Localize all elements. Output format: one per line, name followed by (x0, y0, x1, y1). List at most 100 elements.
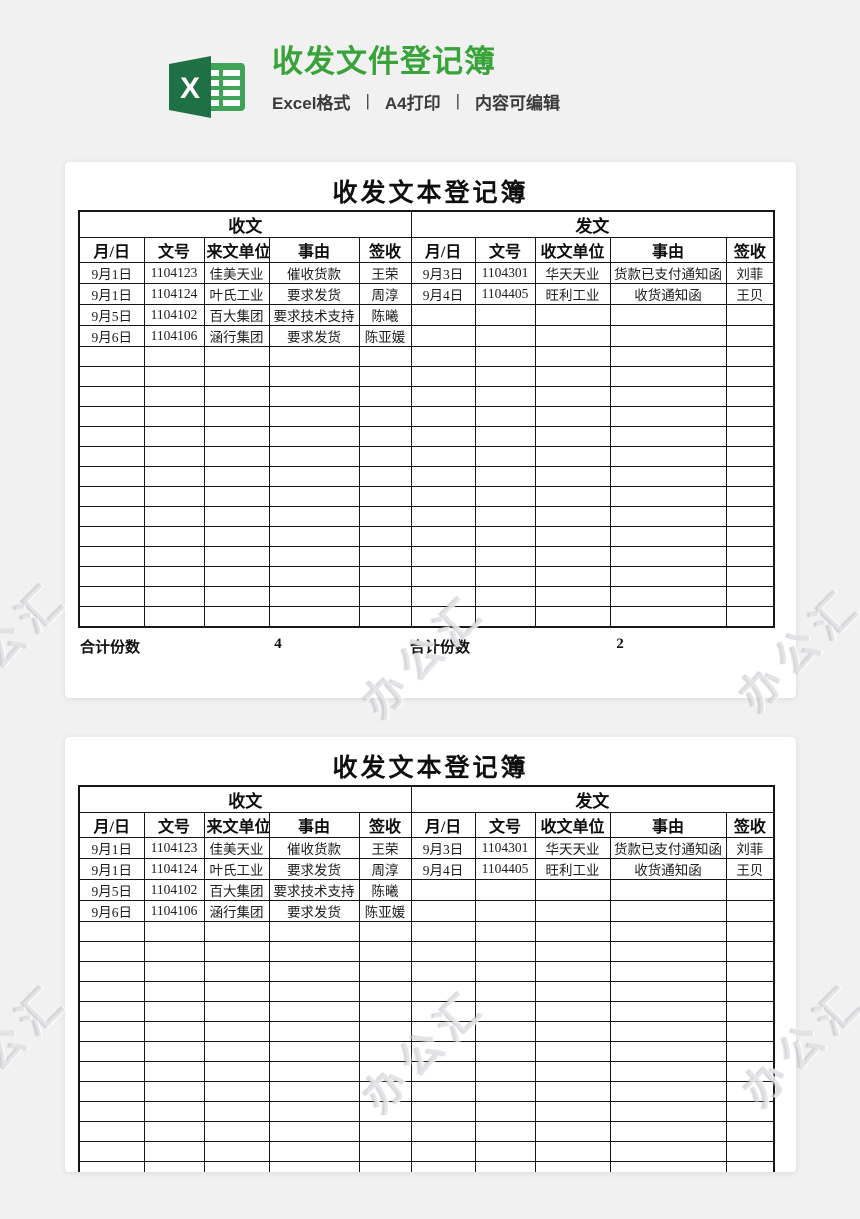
table-cell (78, 366, 145, 387)
table-cell (268, 1081, 360, 1102)
table-cell (474, 1041, 536, 1062)
table-cell (474, 981, 536, 1002)
table-cell (474, 1101, 536, 1122)
table-cell (358, 1001, 412, 1022)
table-cell: 要求技术支持 (268, 304, 360, 326)
table-cell (78, 1081, 145, 1102)
table-cell (78, 1141, 145, 1162)
table-cell (203, 446, 270, 467)
table-cell (725, 900, 775, 922)
table-cell: 9月5日 (78, 304, 145, 326)
table-cell (534, 1061, 611, 1082)
table-cell (203, 426, 270, 447)
sheet-title: 收发文本登记簿 (332, 180, 529, 207)
table-cell (474, 325, 536, 347)
table-cell: 催收货款 (268, 837, 360, 859)
col-header: 事由 (609, 237, 727, 263)
table-cell (609, 304, 727, 326)
col-header: 文号 (143, 237, 205, 263)
table-cell (358, 981, 412, 1002)
table-cell: 9月4日 (410, 283, 476, 305)
table-cell (410, 879, 476, 901)
table-row: 9月5日 1104102 百大集团 要求技术支持 陈曦 (78, 879, 775, 901)
table-cell (725, 546, 775, 567)
table-row (78, 546, 775, 567)
table-cell (203, 406, 270, 427)
table-row: 9月1日 1104123 佳美天业 催收货款 王荣 9月3日 1104301 华天天业 货款已支… (78, 262, 775, 284)
table-cell (143, 1081, 205, 1102)
table-cell (268, 1041, 360, 1062)
total-value-received: 4 (274, 636, 282, 652)
table-cell (534, 366, 611, 387)
table-cell (410, 446, 476, 467)
table-cell (725, 406, 775, 427)
total-value-sent: 2 (616, 636, 624, 652)
table-cell (609, 386, 727, 407)
table-cell (78, 941, 145, 962)
table-cell (78, 606, 145, 628)
preview-card-2: 收发文本登记簿 收文 发文 月/日 文号 来文单位 事由 签收 月/日 文号 (65, 737, 796, 1172)
table-cell (474, 1161, 536, 1172)
col-header: 来文单位 (203, 812, 270, 838)
table-cell (268, 1141, 360, 1162)
table-cell: 王贝 (725, 283, 775, 305)
table-row (78, 981, 775, 1002)
table-cell (609, 961, 727, 982)
table-cell (268, 961, 360, 982)
table-cell (268, 941, 360, 962)
table-cell (725, 1161, 775, 1172)
table-cell (725, 526, 775, 547)
table-cell (534, 606, 611, 628)
col-header: 事由 (609, 812, 727, 838)
table-cell (410, 1101, 476, 1122)
table-row (78, 606, 775, 628)
table-cell: 要求技术支持 (268, 879, 360, 901)
table-cell (725, 981, 775, 1002)
table-cell (609, 1101, 727, 1122)
table-cell (203, 981, 270, 1002)
col-header: 月/日 (410, 812, 476, 838)
table-cell (725, 586, 775, 607)
table-cell (358, 386, 412, 407)
table-cell: 百大集团 (203, 879, 270, 901)
group-header-row: 收文 发文 (78, 785, 775, 813)
table-cell (268, 546, 360, 567)
table-cell (474, 1021, 536, 1042)
table-cell (410, 921, 476, 942)
table-cell (474, 586, 536, 607)
table-cell (143, 346, 205, 367)
table-cell (78, 1021, 145, 1042)
table-cell (609, 406, 727, 427)
table-cell (358, 606, 412, 628)
table-cell (203, 506, 270, 527)
table-cell (609, 1001, 727, 1022)
table-cell (609, 921, 727, 942)
table-cell (143, 1121, 205, 1142)
table-cell (534, 1161, 611, 1172)
table-cell (358, 406, 412, 427)
table-cell: 1104301 (474, 837, 536, 859)
table-cell (410, 526, 476, 547)
table-cell (534, 941, 611, 962)
table-row (78, 1021, 775, 1042)
table-row (78, 1161, 775, 1172)
table-cell (609, 566, 727, 587)
table-cell (609, 1021, 727, 1042)
table-cell (534, 346, 611, 367)
svg-text:X: X (180, 72, 200, 105)
table-cell (358, 1061, 412, 1082)
table-cell (358, 426, 412, 447)
table-cell (725, 446, 775, 467)
table-cell (474, 1141, 536, 1162)
table-cell (358, 486, 412, 507)
table-cell: 9月5日 (78, 879, 145, 901)
header: 收发文件登记簿 Excel格式 | A4打印 | 内容可编辑 (272, 44, 560, 114)
table-cell (474, 486, 536, 507)
table-row (78, 366, 775, 387)
table-cell (534, 406, 611, 427)
table-cell (268, 1161, 360, 1172)
table-cell (358, 346, 412, 367)
table-cell (534, 1121, 611, 1142)
col-header: 收文单位 (534, 812, 611, 838)
table-cell: 涵行集团 (203, 325, 270, 347)
